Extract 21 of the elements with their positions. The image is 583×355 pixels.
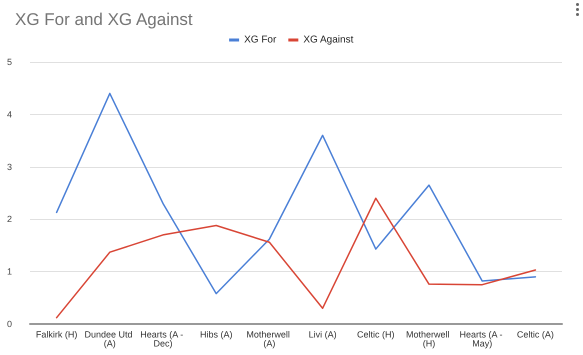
- y-tick-label: 0: [6, 319, 12, 329]
- y-tick-label: 1: [6, 266, 12, 277]
- line-series: [56, 92, 536, 294]
- x-tick-label: Celtic (A): [516, 330, 554, 340]
- x-tick-label: Hibs (A): [200, 330, 232, 340]
- x-tick-label: Motherwell (H): [406, 330, 452, 348]
- x-tick-label: Motherwell (A): [246, 330, 292, 348]
- y-tick-label: 5: [6, 57, 12, 67]
- x-tick-label: Hearts (A - May): [459, 330, 505, 348]
- line-series: [56, 197, 536, 318]
- x-tick-label: Dundee Utd (A): [84, 330, 136, 348]
- y-tick-label: 4: [6, 109, 12, 120]
- chart-title: XG For and XG Against: [15, 10, 193, 29]
- legend-label: XG For: [244, 34, 277, 46]
- x-tick-label: Celtic (H): [357, 330, 395, 340]
- y-tick-label: 3: [6, 162, 12, 172]
- x-tick-label: Hearts (A - Dec): [140, 330, 186, 348]
- x-tick-label: Falkirk (H): [36, 330, 78, 340]
- x-tick-label: Livi (A): [308, 330, 337, 340]
- y-tick-label: 2: [6, 214, 12, 224]
- legend-label: XG Against: [303, 34, 354, 46]
